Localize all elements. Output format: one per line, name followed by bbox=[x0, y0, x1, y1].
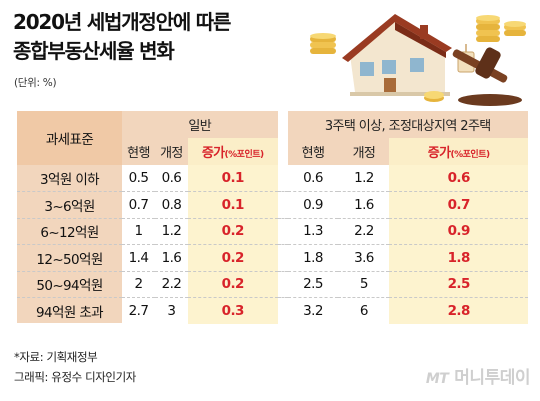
general-revised-cell: 3 bbox=[167, 303, 176, 319]
multi-revised-cell: 2.2 bbox=[338, 218, 390, 245]
group-multi-header: 3주택 이상, 조정대상지역 2주택 bbox=[287, 111, 528, 138]
row-std: 6~12억원 bbox=[17, 218, 122, 245]
row-std: 3억원 이하 bbox=[17, 165, 122, 192]
row-std: 3~6억원 bbox=[17, 191, 122, 219]
coins-small-icon bbox=[424, 91, 444, 102]
source-note: *자료: 기획재정부 bbox=[14, 350, 98, 364]
row-std: 12~50억원 bbox=[17, 244, 122, 272]
multi-revised-cell: 1.2 bbox=[338, 165, 390, 192]
row-std: 50~94억원 bbox=[17, 271, 122, 298]
table-row: 50~94억원 2 2.2 0.2 2.5 5 2.5 bbox=[17, 271, 528, 298]
col-revised-multi: 개정 bbox=[338, 138, 390, 165]
table-row: 3억원 이하 0.5 0.6 0.1 0.6 1.2 0.6 bbox=[17, 165, 528, 192]
col-increase-multi: 증가(%포인트) bbox=[389, 138, 528, 165]
coin-stack-icon-2 bbox=[476, 15, 526, 42]
multi-increase-cell: 0.9 bbox=[389, 218, 528, 245]
title-line-2: 종합부동산세율 변화 bbox=[13, 39, 175, 63]
multi-current-cell: 1.3 bbox=[287, 218, 339, 245]
general-current-cell: 0.5 bbox=[122, 165, 155, 192]
coin-stack-icon bbox=[310, 33, 336, 54]
col-current-general: 현행 bbox=[122, 138, 155, 165]
multi-increase-cell: 0.6 bbox=[389, 165, 528, 192]
general-current-cell: 2 bbox=[122, 271, 155, 298]
multi-current-cell: 3.2 bbox=[303, 303, 323, 319]
general-revised-cell: 2.2 bbox=[154, 271, 188, 298]
col-revised-general: 개정 bbox=[154, 138, 188, 165]
house-icon bbox=[342, 14, 452, 96]
unit-label: (단위: %) bbox=[14, 77, 57, 89]
general-current-cell: 1.4 bbox=[122, 244, 155, 272]
table-header-row-groups: 과세표준 일반 3주택 이상, 조정대상지역 2주택 bbox=[17, 111, 528, 165]
logo-mt: MT bbox=[425, 371, 449, 387]
std-header: 과세표준 bbox=[17, 111, 122, 165]
credit-note: 그래픽: 유정수 디자인기자 bbox=[14, 370, 136, 384]
multi-increase-cell: 1.8 bbox=[389, 244, 528, 272]
multi-increase-cell: 0.7 bbox=[389, 191, 528, 219]
multi-revised-cell: 1.6 bbox=[338, 191, 390, 219]
col-increase-general: 증가(%포인트) bbox=[187, 138, 278, 165]
col-current-multi: 현행 bbox=[287, 138, 339, 165]
tax-rate-table: 과세표준 일반 3주택 이상, 조정대상지역 2주택 현행 개정 증가(%포인트… bbox=[17, 111, 528, 325]
table-row: 94억원 초과 2.7 3 0.3 3.2 6 2.8 bbox=[17, 297, 528, 325]
general-increase-cell: 0.2 bbox=[187, 271, 278, 298]
multi-revised-cell: 5 bbox=[338, 271, 390, 298]
publisher-logo: MT 머니투데이 bbox=[425, 368, 531, 388]
table-row: 6~12억원 1 1.2 0.2 1.3 2.2 0.9 bbox=[17, 218, 528, 245]
general-increase-cell: 0.2 bbox=[187, 218, 278, 245]
table-header-row-columns: 현행 개정 증가(%포인트) 현행 개정 증가(%포인트) bbox=[17, 138, 528, 165]
general-increase-cell: 0.1 bbox=[187, 191, 278, 219]
general-increase-cell: 0.2 bbox=[187, 244, 278, 272]
house-gavel-illustration bbox=[310, 14, 526, 106]
general-current-cell: 2.7 bbox=[128, 303, 149, 319]
general-revised-cell: 1.6 bbox=[154, 244, 188, 272]
gavel-icon bbox=[452, 47, 522, 106]
general-revised-cell: 1.2 bbox=[154, 218, 188, 245]
general-increase-cell: 0.1 bbox=[187, 165, 278, 192]
multi-revised-cell: 3.6 bbox=[338, 244, 390, 272]
multi-revised-cell: 6 bbox=[359, 303, 369, 319]
general-increase-cell: 0.3 bbox=[187, 297, 278, 324]
general-current-cell: 0.7 bbox=[122, 191, 155, 219]
general-current-cell: 1 bbox=[122, 218, 155, 245]
group-general-header: 일반 bbox=[122, 111, 278, 138]
multi-current-cell: 2.5 bbox=[287, 271, 339, 298]
multi-current-cell: 0.9 bbox=[287, 191, 339, 219]
row-std: 94억원 초과 bbox=[17, 297, 122, 325]
multi-current-cell: 1.8 bbox=[287, 244, 339, 272]
page-title: 2020년 세법개정안에 따른 종합부동산세율 변화 bbox=[13, 8, 231, 66]
table-row: 12~50억원 1.4 1.6 0.2 1.8 3.6 1.8 bbox=[17, 244, 528, 272]
general-revised-cell: 0.8 bbox=[154, 191, 188, 219]
multi-current-cell: 0.6 bbox=[287, 165, 339, 192]
title-line-1: 2020년 세법개정안에 따른 bbox=[13, 10, 231, 34]
general-revised-cell: 0.6 bbox=[154, 165, 188, 192]
multi-increase-cell: 2.8 bbox=[389, 297, 528, 324]
table-row: 3~6억원 0.7 0.8 0.1 0.9 1.6 0.7 bbox=[17, 191, 528, 219]
multi-increase-cell: 2.5 bbox=[389, 271, 528, 298]
